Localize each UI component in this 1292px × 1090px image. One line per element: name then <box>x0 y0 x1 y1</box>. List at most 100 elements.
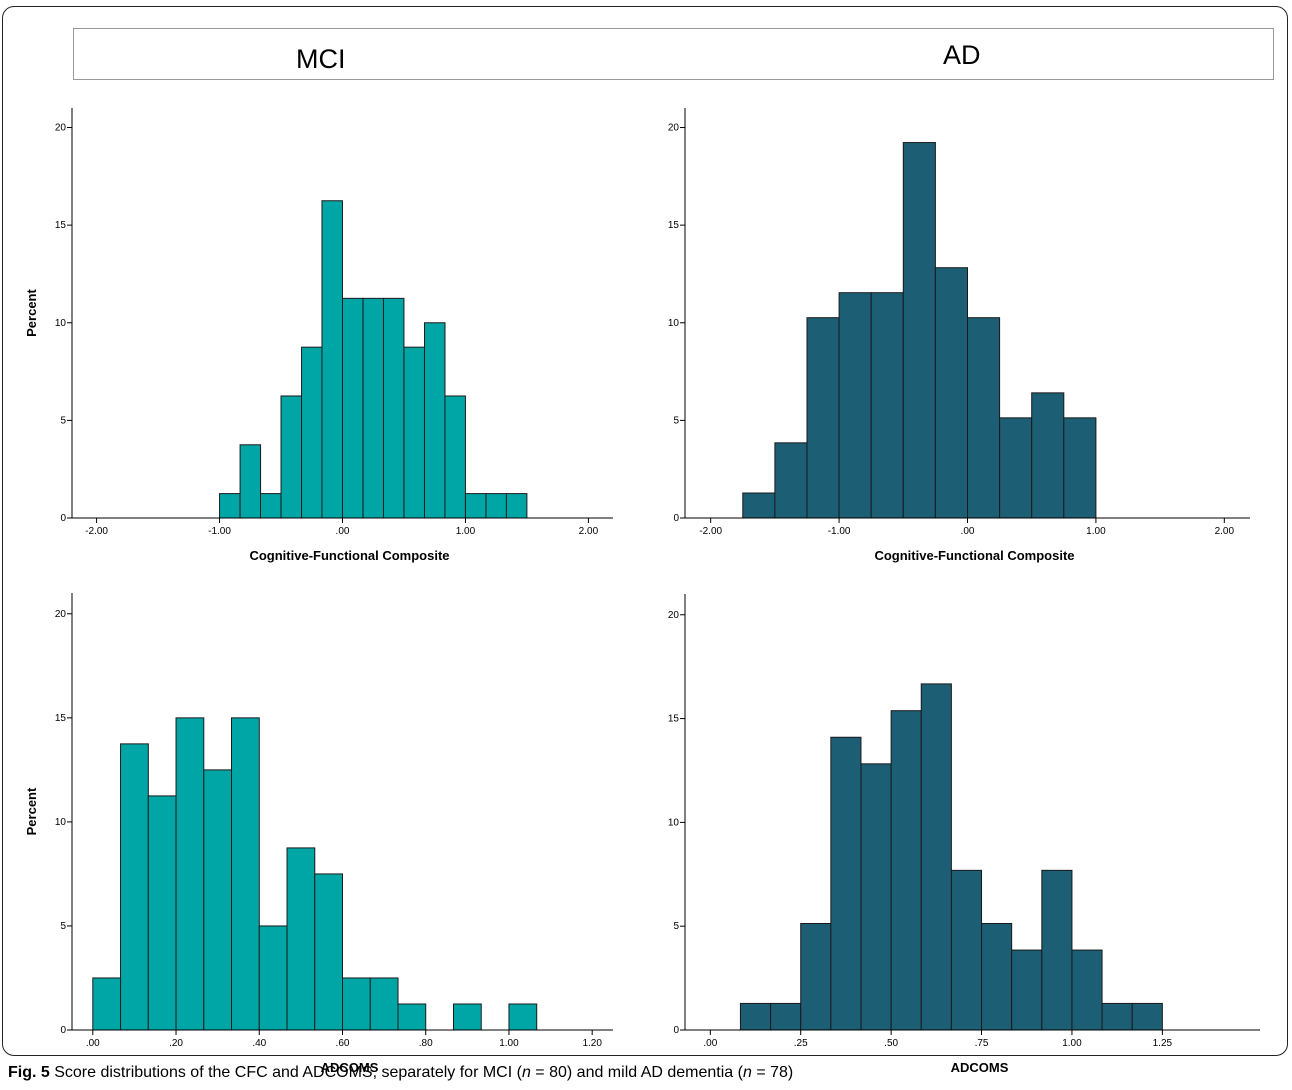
ad-adcoms-bar <box>1071 949 1103 1031</box>
ad-cfc-bar <box>902 142 936 519</box>
ad-cfc-x-axis-label: Cognitive-Functional Composite <box>874 548 1074 563</box>
mci-adcoms-bar <box>203 769 233 1031</box>
ad-adcoms-x-tick-label: 1.25 <box>1153 1038 1173 1049</box>
figure-frame <box>2 6 1288 1056</box>
figure-number: Fig. 5 <box>8 1064 50 1081</box>
mci-adcoms-bar <box>147 795 177 1031</box>
mci-cfc-bar <box>219 493 241 519</box>
mci-adcoms-y-tick-label: 15 <box>55 713 67 724</box>
ad-cfc-bar <box>934 267 968 519</box>
mci-adcoms-bar <box>175 717 205 1031</box>
caption-n-var-mci: n <box>521 1064 531 1081</box>
mci-adcoms-y-tick-label: 0 <box>60 1025 66 1036</box>
ad-cfc-bar <box>967 317 1001 519</box>
caption-text-b: = 80) and mild AD dementia ( <box>530 1064 743 1081</box>
mci-adcoms-bar <box>452 1003 482 1031</box>
ad-cfc-y-tick-label: 15 <box>668 220 680 231</box>
mci-adcoms-x-tick-label: .40 <box>252 1038 266 1049</box>
mci-adcoms-x-tick-label: 1.00 <box>499 1038 519 1049</box>
ad-adcoms-x-tick-label: .50 <box>884 1038 898 1049</box>
mci-cfc-bar <box>342 297 364 519</box>
mci-adcoms-y-tick-label: 10 <box>55 817 67 828</box>
ad-cfc-x-tick-label: -1.00 <box>828 526 851 537</box>
ad-cfc-bar <box>999 417 1033 519</box>
mci-adcoms-bar <box>258 925 288 1031</box>
mci-cfc-x-axis-label: Cognitive-Functional Composite <box>249 548 449 563</box>
ad-adcoms-bar <box>1101 1002 1133 1031</box>
ad-adcoms-y-tick-label: 5 <box>673 921 679 932</box>
ad-adcoms-bar <box>800 922 832 1031</box>
mci-adcoms-bar <box>120 743 149 1031</box>
mci-adcoms-bar <box>92 977 122 1031</box>
mci-cfc-y-tick-label: 0 <box>60 513 66 524</box>
ad-cfc-x-tick-label: 2.00 <box>1215 526 1235 537</box>
ad-adcoms-bar <box>860 763 892 1031</box>
ad-adcoms-x-tick-label: .75 <box>975 1038 989 1049</box>
mci-adcoms-bar <box>508 1003 538 1031</box>
ad-cfc-y-tick-label: 5 <box>673 415 679 426</box>
mci-cfc-bar <box>464 493 487 519</box>
ad-cfc-bar <box>1063 417 1097 519</box>
mci-cfc-bar <box>382 297 405 519</box>
ad-adcoms-bar <box>739 1002 772 1031</box>
mci-cfc-bar <box>424 322 446 519</box>
mci-cfc-bar <box>301 346 323 519</box>
mci-adcoms-bar <box>314 873 343 1031</box>
mci-adcoms-x-tick-label: 1.20 <box>582 1038 602 1049</box>
group-header-box <box>73 28 1274 80</box>
ad-cfc-x-tick-label: -2.00 <box>699 526 722 537</box>
ad-cfc-y-tick-label: 20 <box>668 123 680 134</box>
ad-adcoms-y-tick-label: 15 <box>668 714 680 725</box>
mci-cfc-y-axis-label: Percent <box>24 288 39 336</box>
mci-adcoms-x-tick-label: .00 <box>86 1038 100 1049</box>
mci-cfc-bar <box>259 493 282 519</box>
mci-adcoms-bar <box>369 977 399 1031</box>
mci-adcoms-x-tick-label: .60 <box>336 1038 350 1049</box>
mci-cfc-y-tick-label: 20 <box>55 123 67 134</box>
mci-adcoms-x-tick-label: .80 <box>419 1038 433 1049</box>
ad-adcoms-bar <box>1011 949 1043 1031</box>
figure-caption: Fig. 5 Score distributions of the CFC an… <box>8 1064 793 1082</box>
ad-adcoms-x-axis-label: ADCOMS <box>951 1060 1009 1075</box>
ad-adcoms-bar <box>770 1002 802 1031</box>
ad-adcoms-bar <box>890 710 922 1031</box>
ad-adcoms-x-tick-label: 1.00 <box>1062 1038 1082 1049</box>
caption-text-a: Score distributions of the CFC and ADCOM… <box>49 1064 522 1081</box>
mci-adcoms-bar <box>286 847 316 1031</box>
mci-cfc-x-tick-label: 1.00 <box>456 526 476 537</box>
mci-cfc-y-tick-label: 5 <box>60 415 66 426</box>
mci-cfc-bar <box>280 395 303 519</box>
mci-cfc-bar <box>444 395 466 519</box>
mci-adcoms-bar <box>397 1003 427 1031</box>
mci-cfc-bar <box>321 200 343 519</box>
mci-cfc-bar <box>505 493 528 519</box>
ad-adcoms-bar <box>920 683 952 1031</box>
ad-adcoms-x-tick-label: .00 <box>703 1038 717 1049</box>
mci-cfc-bar <box>362 297 385 519</box>
mci-cfc-bar <box>403 346 425 519</box>
ad-adcoms-bar <box>950 869 983 1031</box>
mci-cfc-bar <box>239 444 262 519</box>
mci-cfc-y-tick-label: 10 <box>55 318 67 329</box>
ad-cfc-x-tick-label: 1.00 <box>1086 526 1106 537</box>
mci-cfc-x-tick-label: -1.00 <box>208 526 231 537</box>
mci-adcoms-y-axis-label: Percent <box>24 787 39 835</box>
ad-cfc-bar <box>742 492 776 519</box>
ad-adcoms-bar <box>1131 1002 1163 1031</box>
ad-adcoms-bar <box>830 736 862 1031</box>
mci-cfc-x-tick-label: .00 <box>336 526 350 537</box>
ad-cfc-y-tick-label: 10 <box>668 318 680 329</box>
mci-cfc-y-tick-label: 15 <box>55 220 67 231</box>
ad-cfc-x-tick-label: .00 <box>961 526 975 537</box>
ad-adcoms-y-tick-label: 0 <box>673 1025 679 1036</box>
caption-text-c: = 78) <box>751 1064 794 1081</box>
mci-cfc-x-tick-label: -2.00 <box>85 526 108 537</box>
ad-cfc-bar <box>838 292 872 519</box>
mci-adcoms-y-tick-label: 20 <box>55 609 67 620</box>
ad-cfc-bar <box>806 317 840 519</box>
mci-cfc-x-tick-label: 2.00 <box>579 526 599 537</box>
ad-adcoms-bar <box>981 922 1013 1031</box>
ad-cfc-y-tick-label: 0 <box>673 513 679 524</box>
mci-adcoms-bar <box>231 717 260 1031</box>
